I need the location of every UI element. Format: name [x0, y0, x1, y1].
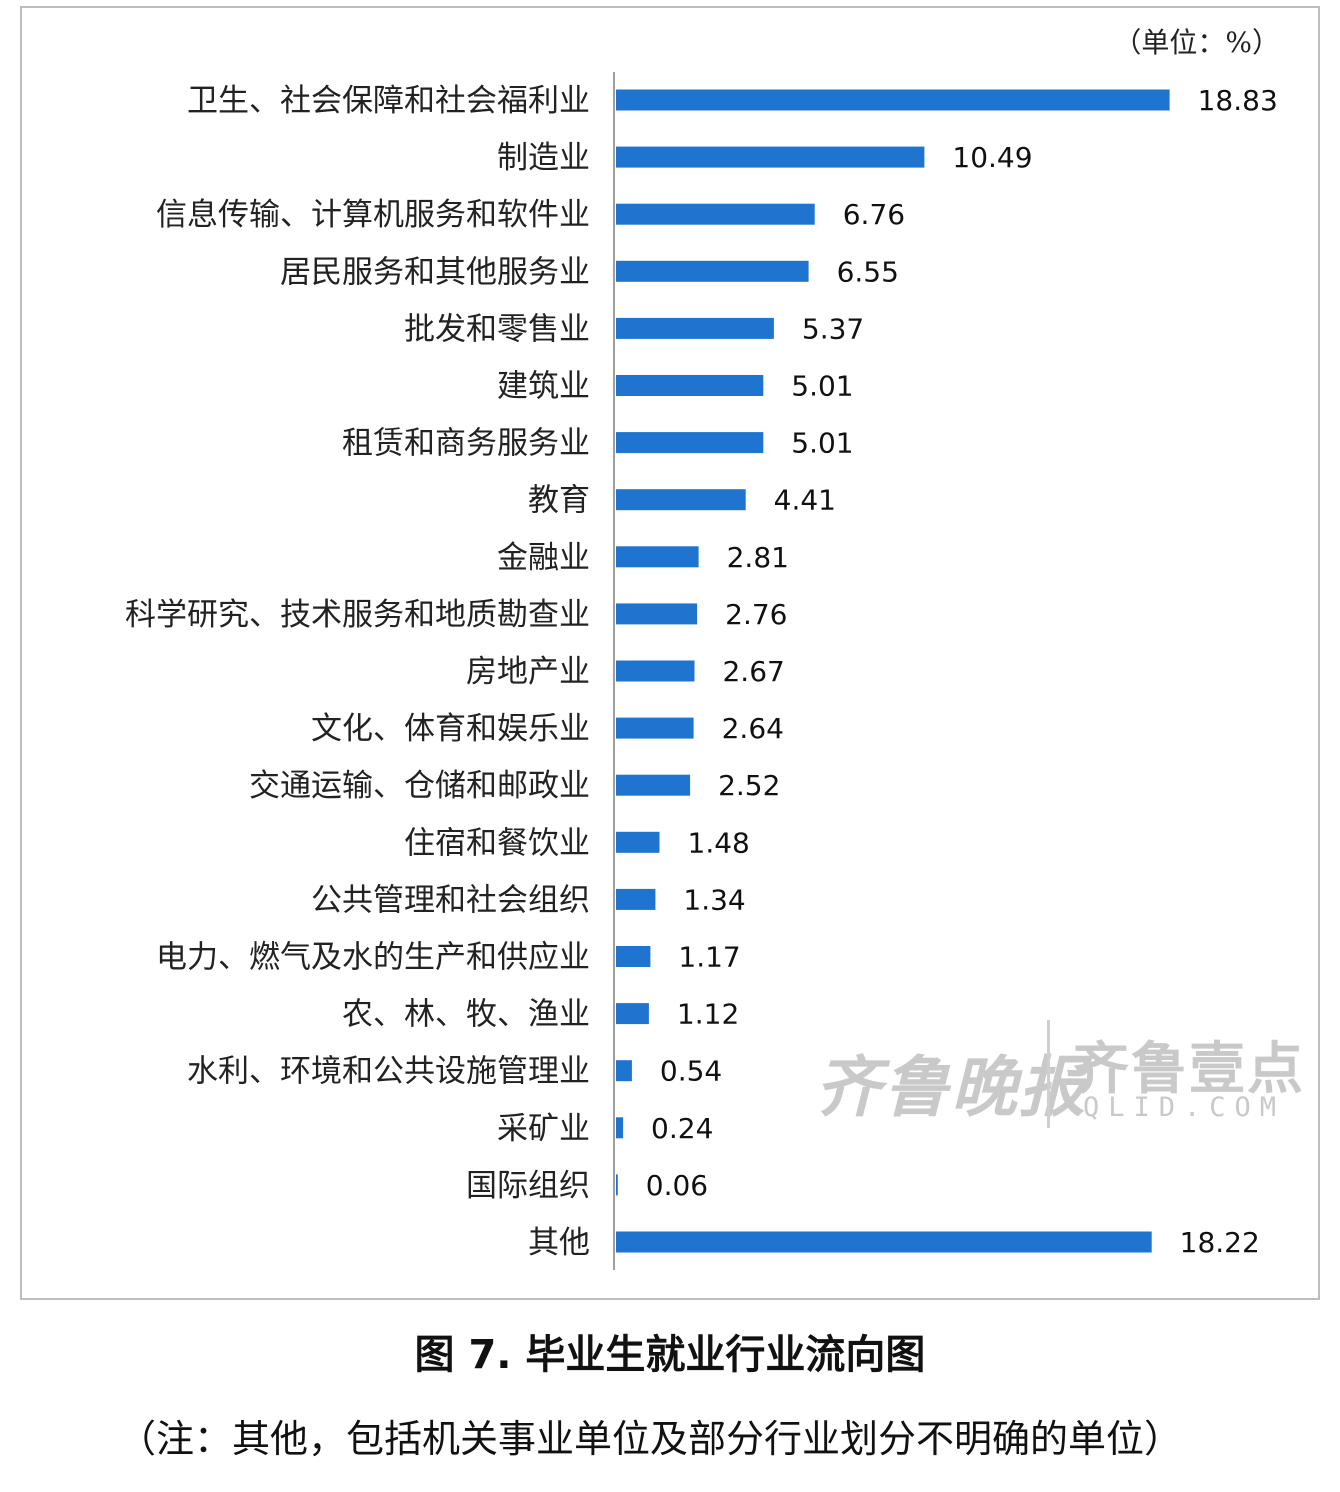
bar [616, 317, 774, 339]
bar [616, 946, 651, 967]
watermark: 齐鲁晚报 齐鲁壹点 QLID.COM [815, 1018, 1303, 1130]
value-label: 1.17 [678, 941, 740, 974]
value-label: 18.22 [1180, 1226, 1260, 1259]
bar [616, 1231, 1152, 1253]
bar [616, 831, 660, 853]
category-label: 其他 [528, 1225, 590, 1261]
bars-group: 卫生、社会保障和社会福利业 18.83 制造业 10.49 信息传输、计算机服务和软件业… [125, 83, 1278, 1261]
category-label: 信息传输、计算机服务和软件业 [156, 197, 590, 233]
figure-note: （注：其他，包括机关事业单位及部分行业划分不明确的单位） [118, 1417, 1183, 1461]
bar [616, 717, 694, 739]
bar [616, 774, 691, 796]
category-label: 公共管理和社会组织 [311, 882, 590, 918]
value-label: 18.83 [1198, 84, 1278, 117]
category-label: 房地产业 [466, 654, 590, 690]
bar [616, 489, 746, 511]
category-label: 建筑业 [497, 369, 590, 405]
bar [616, 1060, 632, 1082]
value-label: 2.67 [722, 655, 784, 688]
watermark-brand-text: 齐鲁壹点 [1073, 1037, 1305, 1102]
category-label: 金融业 [497, 540, 590, 576]
bar [616, 546, 699, 568]
watermark-divider [1047, 1020, 1050, 1128]
category-label: 住宿和餐饮业 [404, 825, 590, 861]
value-label: 2.76 [725, 598, 787, 631]
value-label: 10.49 [952, 141, 1032, 174]
category-label: 交通运输、仓储和邮政业 [249, 768, 590, 804]
value-label: 5.37 [802, 312, 864, 345]
watermark-domain: QLID.COM [1083, 1092, 1286, 1123]
value-label: 1.12 [677, 998, 739, 1031]
value-label: 4.41 [774, 484, 836, 517]
figure-caption: 图 7. 毕业生就业行业流向图 [414, 1332, 926, 1378]
category-label: 卫生、社会保障和社会福利业 [187, 83, 590, 119]
category-label: 水利、环境和公共设施管理业 [187, 1054, 590, 1090]
unit-label: （单位：%） [1113, 26, 1280, 59]
category-label: 科学研究、技术服务和地质勘查业 [125, 597, 590, 633]
value-label: 1.48 [688, 826, 750, 859]
chart-frame: （单位：%） 卫生、社会保障和社会福利业 18.83 制造业 10.49 信息传输、计算… [20, 6, 1320, 1300]
value-label: 2.52 [718, 769, 780, 802]
value-label: 6.55 [837, 255, 899, 288]
watermark-logo-text: 齐鲁晚报 [815, 1048, 1087, 1126]
value-label: 0.24 [651, 1112, 713, 1145]
value-label: 2.64 [722, 712, 784, 745]
bar [616, 203, 815, 225]
bar [616, 146, 925, 168]
value-label: 5.01 [791, 427, 853, 460]
value-label: 1.34 [683, 883, 745, 916]
bar [616, 888, 656, 910]
category-label: 租赁和商务服务业 [342, 426, 590, 462]
bar [616, 1003, 649, 1025]
value-label: 5.01 [791, 370, 853, 403]
bar [616, 432, 764, 454]
category-label: 农、林、牧、渔业 [342, 997, 590, 1033]
bar-chart: （单位：%） 卫生、社会保障和社会福利业 18.83 制造业 10.49 信息传输、计算… [125, 26, 1280, 1270]
bar [616, 603, 698, 625]
value-label: 2.81 [727, 541, 789, 574]
category-label: 居民服务和其他服务业 [280, 254, 590, 290]
category-label: 批发和零售业 [404, 311, 590, 347]
bar [616, 660, 695, 682]
category-label: 制造业 [497, 140, 590, 176]
bar [616, 89, 1170, 111]
bar [616, 260, 809, 282]
category-label: 文化、体育和娱乐业 [311, 711, 590, 747]
bar [616, 1174, 618, 1196]
value-label: 6.76 [843, 198, 905, 231]
category-label: 采矿业 [497, 1111, 590, 1147]
value-label: 0.54 [660, 1055, 722, 1088]
value-label: 0.06 [646, 1169, 708, 1202]
category-label: 国际组织 [466, 1168, 590, 1204]
category-label: 电力、燃气及水的生产和供应业 [156, 940, 590, 976]
category-label: 教育 [528, 483, 590, 519]
bar [616, 1117, 624, 1139]
bar [616, 375, 764, 396]
